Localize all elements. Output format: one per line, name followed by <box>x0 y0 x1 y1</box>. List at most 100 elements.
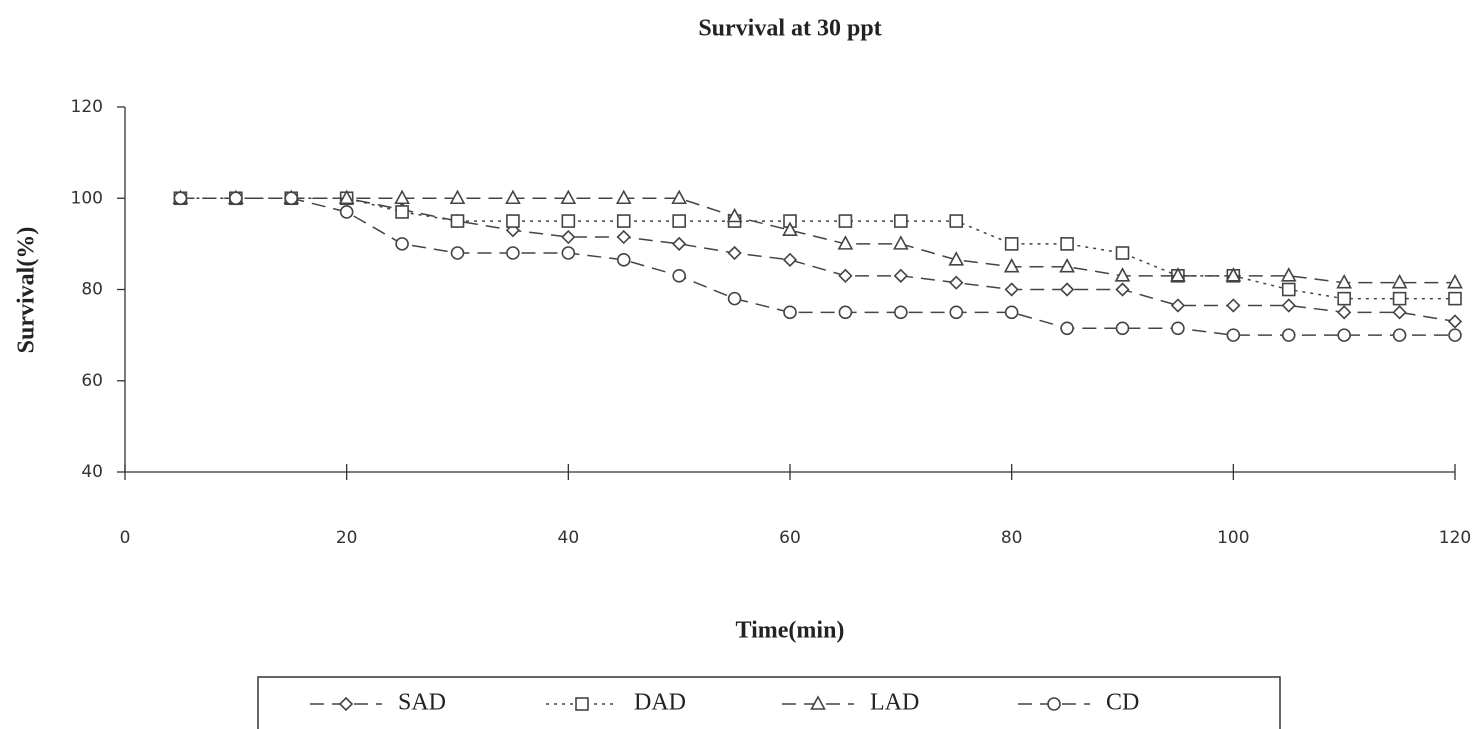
marker <box>449 189 466 205</box>
legend-marker <box>338 696 354 712</box>
marker <box>1336 273 1353 289</box>
marker <box>894 214 908 228</box>
legend-box <box>257 676 1281 729</box>
x-tick-label: 60 <box>779 528 801 548</box>
legend-label: LAD <box>870 690 919 716</box>
marker <box>1281 328 1296 342</box>
marker <box>616 229 631 245</box>
marker <box>338 189 355 205</box>
marker <box>838 305 853 320</box>
x-tick-label: 100 <box>1217 528 1249 548</box>
series-line <box>180 197 1455 336</box>
marker <box>561 214 576 228</box>
marker <box>727 245 742 261</box>
marker <box>892 235 909 250</box>
marker <box>615 189 632 205</box>
marker <box>1225 267 1242 282</box>
marker <box>949 214 964 228</box>
marker <box>782 252 798 267</box>
marker <box>616 253 631 267</box>
marker <box>1448 328 1462 342</box>
x-tick-label: 120 <box>1439 528 1471 548</box>
y-tick-label: 80 <box>81 280 103 300</box>
marker <box>1170 298 1186 313</box>
marker <box>1392 305 1407 320</box>
marker <box>1114 267 1131 282</box>
marker <box>1004 305 1019 320</box>
y-axis-label: Survival(%) <box>14 227 40 354</box>
marker <box>561 246 576 260</box>
marker <box>1391 273 1408 289</box>
marker <box>505 189 521 205</box>
series-line <box>180 197 1455 284</box>
marker <box>1115 321 1130 336</box>
marker <box>948 251 965 266</box>
marker <box>837 235 854 250</box>
marker <box>672 236 687 252</box>
marker <box>1337 305 1352 320</box>
legend-marker <box>575 697 589 711</box>
legend-label: DAD <box>634 690 686 716</box>
y-tick-label: 100 <box>71 188 103 208</box>
marker <box>284 191 299 206</box>
marker <box>949 305 964 320</box>
marker <box>1226 298 1241 313</box>
y-tick-label: 40 <box>81 462 103 482</box>
marker <box>1281 282 1296 297</box>
marker <box>1281 298 1296 313</box>
marker <box>783 305 797 320</box>
marker <box>1004 237 1019 251</box>
y-tick-label: 60 <box>81 371 103 391</box>
marker <box>1280 267 1297 282</box>
marker <box>1060 321 1074 336</box>
marker <box>394 189 410 205</box>
marker <box>173 191 188 206</box>
legend-label: CD <box>1106 690 1139 716</box>
marker <box>949 275 964 290</box>
legend-label: SAD <box>398 690 446 716</box>
marker <box>339 205 354 219</box>
series-line <box>180 197 1456 323</box>
marker <box>1448 291 1462 306</box>
marker <box>671 189 688 205</box>
marker <box>1226 328 1241 342</box>
legend-marker <box>1047 697 1061 711</box>
marker <box>1392 291 1407 306</box>
x-tick-label: 40 <box>558 528 580 548</box>
series-line <box>180 197 1455 300</box>
marker <box>395 205 409 219</box>
marker <box>450 214 465 228</box>
marker <box>1337 328 1351 342</box>
marker <box>1170 267 1186 282</box>
legend-marker <box>810 695 826 710</box>
marker <box>894 305 908 320</box>
x-tick-label: 0 <box>120 528 131 548</box>
marker <box>672 269 686 283</box>
y-tick-label: 120 <box>71 97 103 117</box>
marker <box>450 246 465 260</box>
marker <box>727 291 742 306</box>
marker <box>1171 321 1185 336</box>
marker <box>726 207 743 223</box>
marker <box>1447 273 1463 289</box>
marker <box>672 214 686 228</box>
marker <box>1004 282 1019 297</box>
marker <box>1059 258 1075 273</box>
marker <box>506 246 520 260</box>
marker <box>893 268 908 283</box>
marker <box>506 214 520 228</box>
marker <box>1337 291 1351 306</box>
marker <box>560 189 577 205</box>
chart-title: Survival at 30 ppt <box>698 16 881 42</box>
marker <box>1115 282 1130 297</box>
marker <box>838 214 853 228</box>
marker <box>1059 282 1075 297</box>
marker <box>395 237 409 251</box>
marker <box>561 229 576 245</box>
marker <box>1115 246 1130 260</box>
marker <box>616 214 631 228</box>
marker <box>1060 237 1074 251</box>
marker <box>838 268 853 283</box>
x-axis-label: Time(min) <box>736 618 845 644</box>
